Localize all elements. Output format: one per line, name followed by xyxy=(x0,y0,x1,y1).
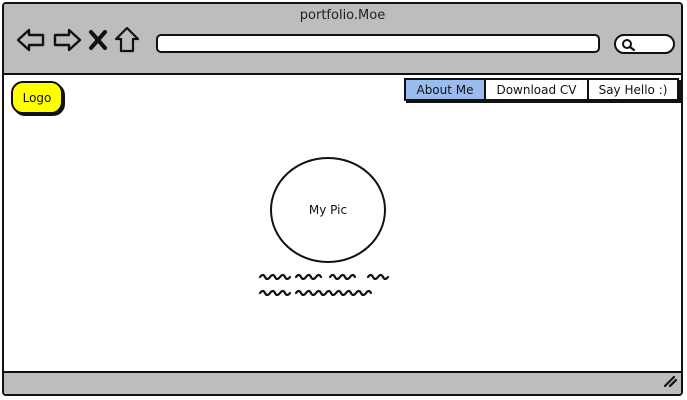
menu-item-label: Download CV xyxy=(496,82,577,97)
menu-item-about-me[interactable]: About Me xyxy=(406,80,486,99)
back-arrow-icon[interactable] xyxy=(16,27,46,53)
menu-item-label: About Me xyxy=(416,82,474,97)
close-x-icon[interactable] xyxy=(88,27,108,53)
profile-pic-label: My Pic xyxy=(308,203,348,217)
address-bar[interactable] xyxy=(156,34,600,53)
placeholder-text-scribble xyxy=(258,273,390,297)
menu-item-say-hello[interactable]: Say Hello :) xyxy=(589,80,677,99)
page-content: Logo About Me Download CV Say Hello :) M… xyxy=(4,75,681,373)
menu-item-label: Say Hello :) xyxy=(598,82,668,97)
resize-grip-icon[interactable] xyxy=(663,372,678,391)
forward-arrow-icon[interactable] xyxy=(52,27,82,53)
window-title: portfolio.Moe xyxy=(299,8,386,23)
logo-button[interactable]: Logo xyxy=(11,81,63,114)
menu-item-download-cv[interactable]: Download CV xyxy=(486,80,589,99)
search-field[interactable] xyxy=(614,34,675,54)
profile-picture-placeholder: My Pic xyxy=(270,157,386,263)
navigation-buttons xyxy=(16,26,140,54)
status-bar xyxy=(4,371,681,394)
logo-label: Logo xyxy=(22,90,52,105)
home-icon[interactable] xyxy=(114,26,140,54)
browser-window: portfolio.Moe xyxy=(2,2,683,396)
browser-toolbar: portfolio.Moe xyxy=(4,4,681,75)
top-menu: About Me Download CV Say Hello :) xyxy=(404,78,679,101)
